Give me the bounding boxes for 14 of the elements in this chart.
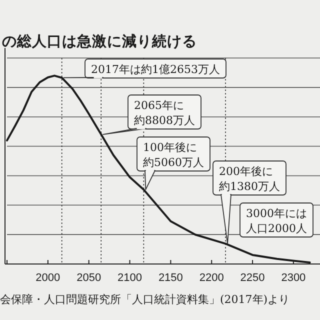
x-tick-label: 2250 [240, 272, 265, 284]
annotation: 3000年には人口2000人 [246, 207, 307, 235]
x-tick-label: 2050 [76, 272, 102, 284]
x-tick-label: 2300 [281, 272, 306, 284]
x-tick-label: 2150 [158, 272, 183, 284]
annotation: 2065年に約8808万人 [134, 99, 195, 127]
chart-title: の総人口は急激に減り続ける [2, 33, 197, 50]
annotation: 200年後に約1380万人 [219, 165, 280, 193]
annotation: 2017年は約1億2653万人 [91, 63, 220, 76]
annotation: 100年後に約5060万人 [143, 141, 204, 169]
x-tick-label: 2100 [118, 272, 142, 284]
x-tick-label: 2000 [36, 272, 60, 284]
text: 会保障・人口問題研究所「人口統計資料集」(2017年)より [0, 293, 290, 306]
x-tick-label: 2200 [199, 272, 224, 284]
